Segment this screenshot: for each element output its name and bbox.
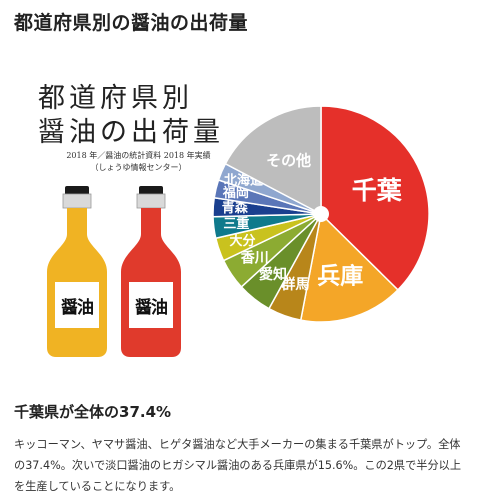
body-paragraph: キッコーマン、ヤマサ醤油、ヒゲタ醤油など大手メーカーの集まる千葉県がトップ。全体… xyxy=(14,438,462,493)
pie-slice-label: 千葉 xyxy=(352,176,403,205)
pie-slice xyxy=(299,212,399,323)
pie-slice-label: 愛知 xyxy=(259,266,287,283)
pie-slice-label: 三重 xyxy=(223,216,249,232)
figure-title: 都道府県別 醤油の出荷量 xyxy=(38,82,224,150)
figure-source: 2018 年／醤油の統計資料 2018 年実績 （しょうゆ情報センター） xyxy=(36,150,241,174)
pie-slice-label: 大分 xyxy=(229,233,255,249)
soy-sauce-bottle-red: 醤油 xyxy=(118,186,184,358)
pie-slice xyxy=(224,105,322,216)
page-title: 都道府県別の醤油の出荷量 xyxy=(14,12,249,34)
infographic: 都道府県別 醤油の出荷量 2018 年／醤油の統計資料 2018 年実績 （しょ… xyxy=(0,62,480,362)
bottle-label: 醤油 xyxy=(135,297,168,318)
figure-source-line: （しょうゆ情報センター） xyxy=(90,163,187,172)
bottle-illustration xyxy=(47,186,107,357)
pie-center-hole xyxy=(313,206,329,222)
pie-slice xyxy=(320,105,430,291)
section-heading: 千葉県が全体の37.4% xyxy=(14,403,172,421)
pie-slice-label: 兵庫 xyxy=(317,262,363,289)
pie-slice-label: その他 xyxy=(266,151,311,169)
soy-sauce-bottle-yellow: 醤油 xyxy=(44,186,110,358)
pie-slice-label: 青森 xyxy=(222,200,249,216)
bottle-illustration xyxy=(121,186,181,357)
figure-source-line: 2018 年／醤油の統計資料 2018 年実績 xyxy=(66,151,211,160)
figure-title-line: 都道府県別 xyxy=(38,83,193,114)
pie-slice-label: 香川 xyxy=(240,250,269,267)
bottle-label: 醤油 xyxy=(61,297,94,318)
figure-title-line: 醤油の出荷量 xyxy=(38,117,224,148)
pie-slice-label: 群馬 xyxy=(280,276,309,293)
pie-slice-label: 福岡 xyxy=(222,185,249,201)
